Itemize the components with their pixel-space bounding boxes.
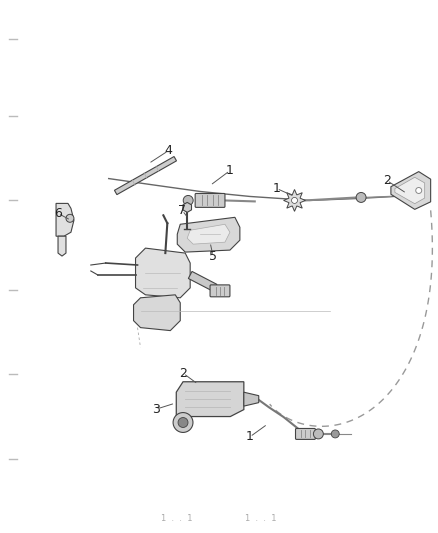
Text: 1: 1 bbox=[226, 164, 234, 177]
Text: 7: 7 bbox=[178, 204, 186, 217]
Text: 1: 1 bbox=[246, 431, 254, 443]
Polygon shape bbox=[114, 157, 177, 195]
Text: 2: 2 bbox=[179, 367, 187, 380]
Polygon shape bbox=[177, 217, 240, 252]
Polygon shape bbox=[183, 203, 191, 212]
Polygon shape bbox=[283, 190, 305, 212]
Polygon shape bbox=[187, 224, 230, 244]
Text: 4: 4 bbox=[164, 144, 172, 157]
Polygon shape bbox=[188, 271, 217, 292]
Text: 3: 3 bbox=[152, 402, 160, 416]
Circle shape bbox=[331, 430, 339, 438]
Circle shape bbox=[66, 214, 74, 222]
Polygon shape bbox=[56, 204, 74, 236]
Polygon shape bbox=[395, 177, 425, 204]
Circle shape bbox=[314, 429, 323, 439]
Polygon shape bbox=[244, 392, 259, 406]
Polygon shape bbox=[58, 236, 66, 256]
Polygon shape bbox=[134, 295, 180, 330]
Circle shape bbox=[292, 197, 297, 204]
Circle shape bbox=[356, 192, 366, 203]
Circle shape bbox=[178, 417, 188, 427]
Text: 2: 2 bbox=[383, 174, 391, 187]
Polygon shape bbox=[391, 172, 431, 209]
Text: 1: 1 bbox=[273, 182, 281, 195]
Polygon shape bbox=[135, 248, 190, 298]
Circle shape bbox=[173, 413, 193, 432]
Text: 5: 5 bbox=[209, 249, 217, 263]
Circle shape bbox=[416, 188, 422, 193]
FancyBboxPatch shape bbox=[210, 285, 230, 297]
Polygon shape bbox=[176, 382, 244, 417]
Text: 6: 6 bbox=[54, 207, 62, 220]
Text: 1  .  .  1                    1  .  .  1: 1 . . 1 1 . . 1 bbox=[161, 514, 277, 523]
FancyBboxPatch shape bbox=[195, 193, 225, 207]
FancyBboxPatch shape bbox=[296, 429, 315, 439]
Circle shape bbox=[183, 196, 193, 205]
